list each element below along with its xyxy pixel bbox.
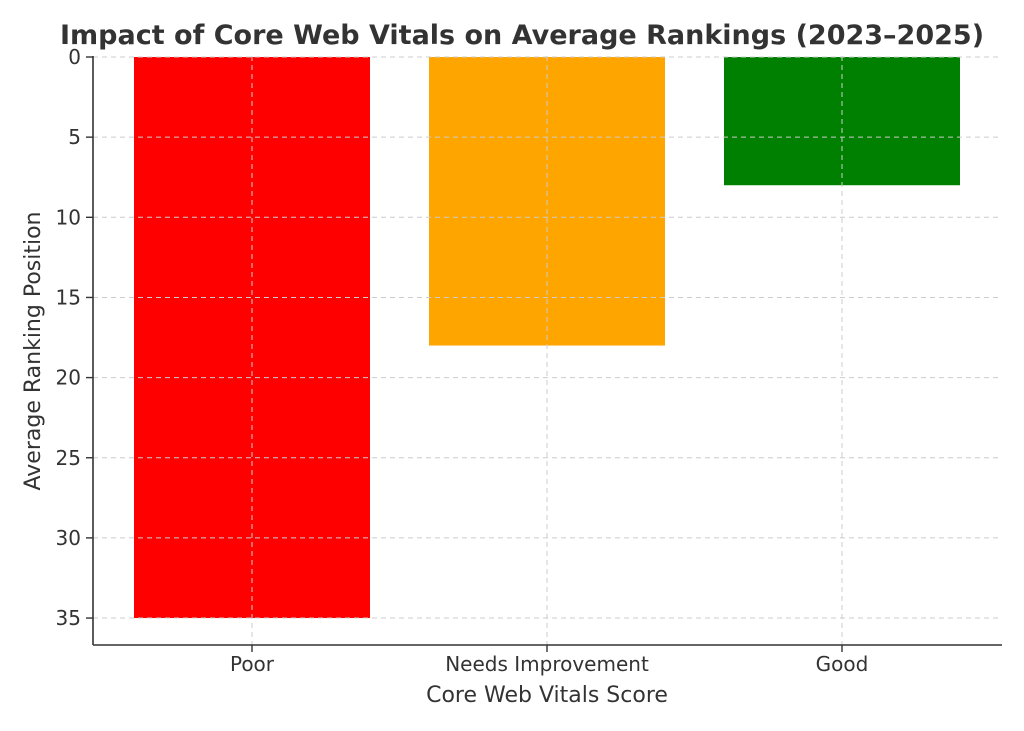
x-axis-label: Core Web Vitals Score — [426, 683, 668, 708]
x-tick-label: Needs Improvement — [445, 652, 649, 676]
y-tick-label: 30 — [56, 526, 81, 550]
y-tick-label: 10 — [56, 205, 81, 229]
y-ticks: 0 5 10 15 20 25 30 35 — [56, 45, 93, 630]
grid — [93, 56, 1002, 645]
chart-title: Impact of Core Web Vitals on Average Ran… — [60, 20, 984, 51]
y-tick-label: 15 — [56, 285, 81, 309]
x-ticks: Poor Needs Improvement Good — [230, 645, 868, 676]
x-tick-label: Poor — [230, 652, 275, 676]
y-tick-label: 5 — [68, 125, 81, 149]
y-tick-label: 20 — [56, 366, 81, 390]
y-tick-label: 0 — [68, 45, 81, 69]
x-tick-label: Good — [816, 652, 869, 676]
y-axis-label: Average Ranking Position — [21, 212, 46, 491]
y-tick-label: 35 — [56, 606, 81, 630]
y-tick-label: 25 — [56, 446, 81, 470]
